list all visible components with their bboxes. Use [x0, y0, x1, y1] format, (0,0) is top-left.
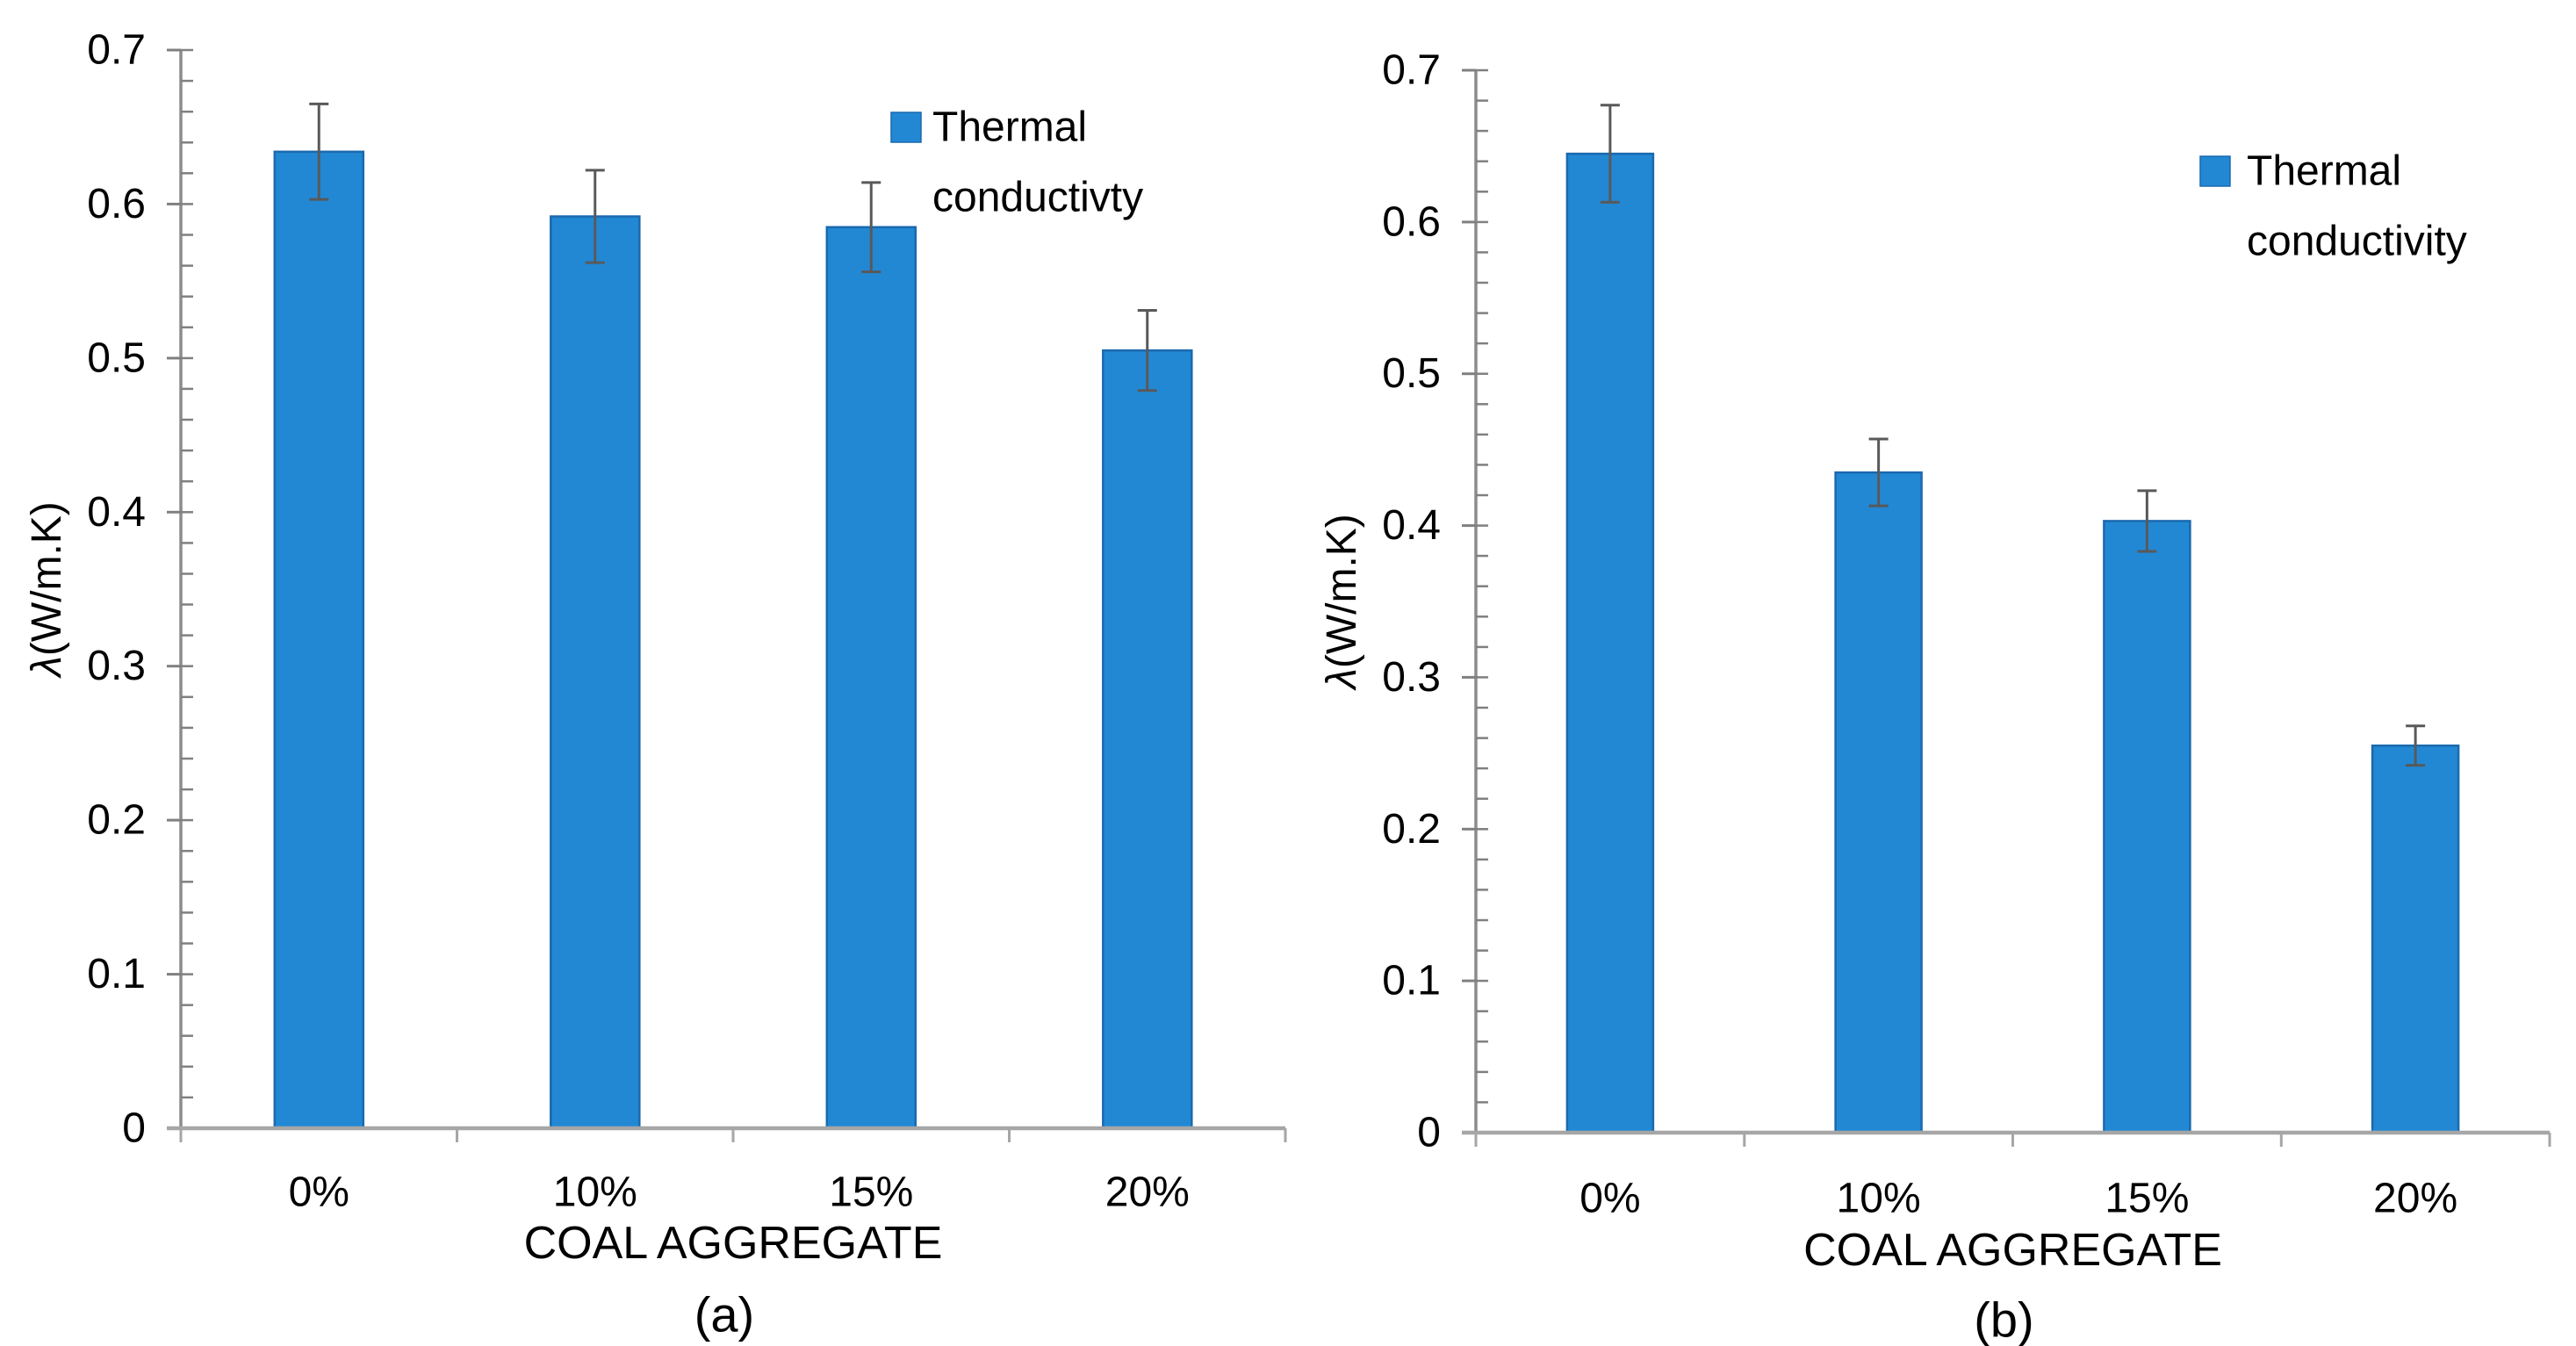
- y-tick-label: 0: [122, 1105, 146, 1152]
- chart-b: 0.7 0.6 0.5 0.4 0.3 0.2 0.1 0 0% 10% 15% 20% COAL AG…: [1319, 47, 2551, 1346]
- y-tick-label: 0.4: [87, 489, 146, 536]
- legend-label: Thermal: [2247, 148, 2401, 195]
- y-tick-label: 0.6: [1382, 198, 1441, 245]
- panel-caption: (a): [694, 1287, 754, 1342]
- x-tick-label: 10%: [553, 1170, 637, 1216]
- x-tick-label: 15%: [829, 1170, 913, 1216]
- y-axis-title: λ(W/m.K): [1319, 514, 1365, 692]
- x-tick-label: 0%: [289, 1170, 349, 1216]
- x-axis-title: COAL AGGREGATE: [524, 1218, 943, 1269]
- legend-swatch: [890, 112, 922, 143]
- error-bar: [1137, 308, 1157, 392]
- legend: Thermal conductivty: [890, 104, 1143, 221]
- y-tick-label: 0.2: [1382, 806, 1441, 853]
- y-tick-label: 0: [1417, 1110, 1441, 1156]
- x-tick-label: 20%: [1105, 1170, 1190, 1216]
- bar: [550, 215, 641, 1130]
- y-tick-label: 0.7: [1382, 47, 1441, 94]
- bar: [2371, 744, 2460, 1134]
- bar: [1102, 349, 1193, 1130]
- y-tick-label: 0.3: [1382, 654, 1441, 701]
- y-axis-title: λ(W/m.K): [24, 501, 70, 680]
- legend-swatch: [2199, 155, 2231, 187]
- bar: [1834, 471, 1923, 1134]
- legend: Thermal conductivity: [2199, 148, 2467, 265]
- y-tick-label: 0.3: [87, 643, 146, 689]
- y-tick-label: 0.7: [87, 27, 146, 74]
- x-tick-label: 0%: [1579, 1176, 1640, 1222]
- x-tick-label: 15%: [2105, 1176, 2189, 1222]
- y-tick-label: 0.5: [87, 335, 146, 381]
- x-axis-title: COAL AGGREGATE: [1803, 1225, 2222, 1276]
- error-bar: [861, 181, 881, 274]
- error-bar: [2406, 724, 2426, 767]
- error-bar: [585, 169, 605, 264]
- x-tick-label: 10%: [1837, 1176, 1921, 1222]
- y-tick-label: 0.2: [87, 797, 146, 844]
- error-bar: [1868, 437, 1889, 507]
- y-tick-label: 0.5: [1382, 350, 1441, 397]
- bar: [2103, 520, 2191, 1134]
- panel-caption: (b): [1974, 1292, 2033, 1346]
- x-tick-label: 20%: [2373, 1176, 2457, 1222]
- bar: [825, 226, 917, 1130]
- error-bar: [1600, 104, 1620, 204]
- error-bar: [309, 102, 329, 201]
- chart-a: 0.7 0.6 0.5 0.4 0.3 0.2 0.1 0 0% 10% 15% 20% COAL AG…: [24, 27, 1287, 1342]
- bar: [273, 150, 365, 1130]
- legend-label: conductivity: [2247, 219, 2467, 265]
- y-tick-label: 0.1: [1382, 958, 1441, 1004]
- legend-label: conductivty: [932, 175, 1143, 221]
- y-tick-label: 0.4: [1382, 502, 1441, 549]
- error-bar: [2137, 489, 2157, 553]
- legend-label: Thermal: [932, 104, 1087, 151]
- bar: [1565, 152, 1655, 1134]
- y-tick-label: 0.1: [87, 951, 146, 997]
- y-tick-label: 0.6: [87, 181, 146, 227]
